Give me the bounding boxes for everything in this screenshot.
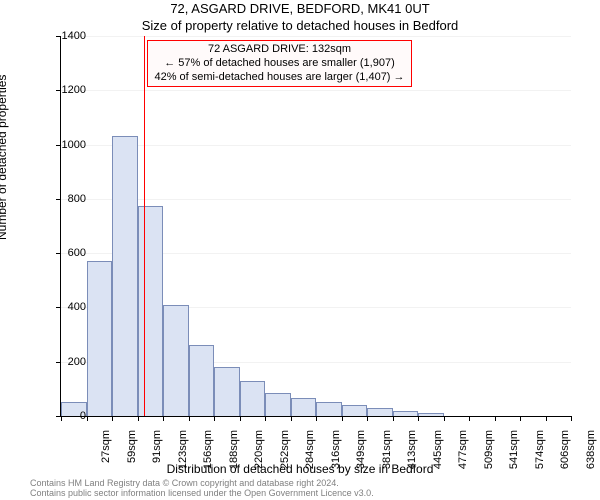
histogram-bar xyxy=(87,261,113,416)
histogram-bar xyxy=(214,367,240,416)
y-tick xyxy=(56,145,61,146)
footer-line-2: Contains public sector information licen… xyxy=(30,489,374,499)
x-tick xyxy=(444,416,445,421)
x-tick xyxy=(163,416,164,421)
x-tick-label: 349sqm xyxy=(355,430,367,480)
callout-line-2: ← 57% of detached houses are smaller (1,… xyxy=(154,57,404,71)
x-tick-label: 252sqm xyxy=(279,430,291,480)
chart-plot-area xyxy=(60,36,571,417)
x-tick xyxy=(342,416,343,421)
y-gridline xyxy=(61,36,571,37)
histogram-bar xyxy=(418,413,444,416)
x-tick xyxy=(87,416,88,421)
reference-callout: 72 ASGARD DRIVE: 132sqm ← 57% of detache… xyxy=(147,40,411,87)
x-tick xyxy=(571,416,572,421)
x-tick xyxy=(112,416,113,421)
y-tick-label: 0 xyxy=(80,410,86,422)
chart-title-sub: Size of property relative to detached ho… xyxy=(0,18,600,33)
x-tick-label: 59sqm xyxy=(126,430,138,480)
x-tick xyxy=(291,416,292,421)
x-tick xyxy=(367,416,368,421)
y-tick xyxy=(56,253,61,254)
x-tick-label: 188sqm xyxy=(228,430,240,480)
y-tick xyxy=(56,36,61,37)
x-tick xyxy=(495,416,496,421)
x-tick-label: 606sqm xyxy=(559,430,571,480)
y-tick-label: 800 xyxy=(68,193,86,205)
histogram-bar xyxy=(265,393,291,416)
y-tick-label: 200 xyxy=(68,356,86,368)
x-tick-label: 284sqm xyxy=(304,430,316,480)
histogram-bar xyxy=(189,345,215,416)
x-tick xyxy=(240,416,241,421)
x-tick-label: 509sqm xyxy=(483,430,495,480)
x-tick xyxy=(189,416,190,421)
histogram-bar xyxy=(342,405,368,416)
x-tick xyxy=(265,416,266,421)
x-tick xyxy=(546,416,547,421)
histogram-bar xyxy=(367,408,393,416)
y-tick xyxy=(56,362,61,363)
y-tick xyxy=(56,90,61,91)
y-tick-label: 1000 xyxy=(62,139,86,151)
y-tick-label: 400 xyxy=(68,301,86,313)
y-gridline xyxy=(61,145,571,146)
y-tick xyxy=(56,199,61,200)
x-tick xyxy=(469,416,470,421)
x-tick xyxy=(418,416,419,421)
x-tick xyxy=(138,416,139,421)
x-tick-label: 91sqm xyxy=(151,430,163,480)
histogram-bar xyxy=(393,411,419,416)
x-tick-label: 638sqm xyxy=(585,430,597,480)
x-tick-label: 316sqm xyxy=(330,430,342,480)
chart-footer: Contains HM Land Registry data © Crown c… xyxy=(30,479,374,499)
y-tick-label: 600 xyxy=(68,247,86,259)
x-tick xyxy=(316,416,317,421)
x-tick-label: 27sqm xyxy=(100,430,112,480)
x-tick xyxy=(61,416,62,421)
x-tick-label: 477sqm xyxy=(457,430,469,480)
histogram-bar xyxy=(240,381,266,416)
x-tick xyxy=(393,416,394,421)
callout-line-3: 42% of semi-detached houses are larger (… xyxy=(154,71,404,85)
y-tick-label: 1200 xyxy=(62,84,86,96)
y-gridline xyxy=(61,90,571,91)
y-gridline xyxy=(61,199,571,200)
histogram-bar xyxy=(112,136,138,416)
x-tick xyxy=(214,416,215,421)
x-tick-label: 445sqm xyxy=(432,430,444,480)
x-tick-label: 123sqm xyxy=(177,430,189,480)
x-tick-label: 156sqm xyxy=(202,430,214,480)
callout-line-1: 72 ASGARD DRIVE: 132sqm xyxy=(154,43,404,57)
x-tick-label: 220sqm xyxy=(253,430,265,480)
y-tick xyxy=(56,307,61,308)
x-tick xyxy=(520,416,521,421)
histogram-bar xyxy=(291,398,317,416)
x-tick-label: 574sqm xyxy=(534,430,546,480)
x-tick-label: 413sqm xyxy=(406,430,418,480)
y-tick-label: 1400 xyxy=(62,30,86,42)
x-tick-label: 381sqm xyxy=(381,430,393,480)
histogram-bar xyxy=(316,402,342,416)
y-axis-label: Number of detached properties xyxy=(0,75,9,240)
histogram-bar xyxy=(138,206,164,416)
histogram-bar xyxy=(163,305,189,416)
chart-title-main: 72, ASGARD DRIVE, BEDFORD, MK41 0UT xyxy=(0,1,600,16)
reference-line xyxy=(144,36,145,416)
x-tick-label: 541sqm xyxy=(508,430,520,480)
